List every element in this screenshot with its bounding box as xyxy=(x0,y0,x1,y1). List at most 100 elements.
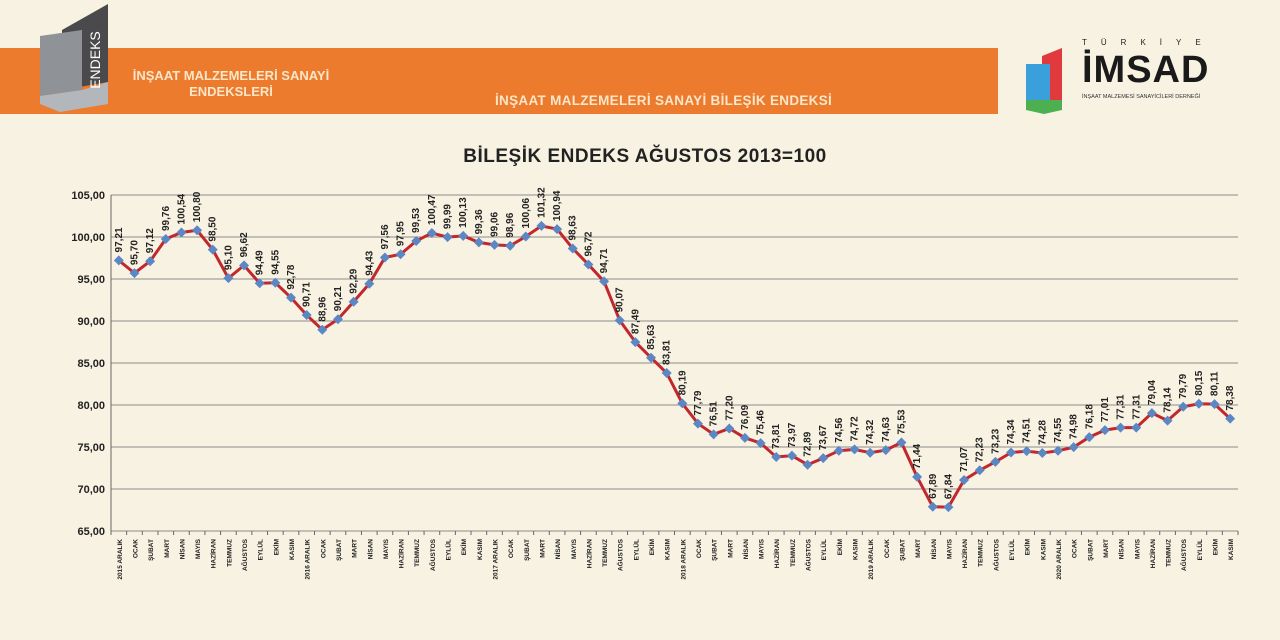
imsad-logo-mark xyxy=(1026,48,1062,114)
y-tick-label: 70,00 xyxy=(77,484,105,496)
data-label: 74,56 xyxy=(834,417,845,442)
data-point xyxy=(1115,422,1126,433)
data-label: 100,54 xyxy=(176,193,187,224)
data-point xyxy=(1131,422,1142,433)
data-label: 99,53 xyxy=(411,207,422,232)
x-tick-label: EKİM xyxy=(1212,539,1220,555)
data-label: 80,11 xyxy=(1210,371,1221,396)
data-point xyxy=(943,502,954,513)
data-label: 71,07 xyxy=(959,447,970,472)
x-tick-label: AĞUSTOS xyxy=(804,538,813,571)
data-label: 96,72 xyxy=(583,231,594,256)
y-tick-label: 90,00 xyxy=(77,316,105,328)
data-point xyxy=(505,240,516,251)
data-point xyxy=(192,225,203,236)
data-label: 88,96 xyxy=(317,296,328,321)
data-label: 90,21 xyxy=(333,286,344,311)
data-label: 80,19 xyxy=(677,370,688,395)
data-point xyxy=(1225,413,1236,424)
data-label: 76,51 xyxy=(709,401,720,426)
data-label: 73,97 xyxy=(787,422,798,447)
data-point xyxy=(880,445,891,456)
data-point xyxy=(411,235,422,246)
data-point xyxy=(1099,425,1110,436)
x-tick-label: HAZİRAN xyxy=(961,539,969,569)
imsad-logo-caption: İNŞAAT MALZEMESİ SANAYİCİLERİ DERNEĞİ xyxy=(1082,94,1201,100)
x-tick-label: EKİM xyxy=(460,539,468,555)
x-tick-label: EKİM xyxy=(1024,539,1032,555)
data-label: 67,89 xyxy=(928,473,939,498)
data-point xyxy=(865,447,876,458)
chart-title: BİLEŞİK ENDEKS AĞUSTOS 2013=100 xyxy=(463,146,827,167)
data-point xyxy=(959,475,970,486)
x-tick-label: OCAK xyxy=(320,539,327,558)
data-label: 77,31 xyxy=(1131,394,1142,419)
x-tick-label: KASIM xyxy=(1040,539,1047,560)
data-point xyxy=(661,367,672,378)
data-point xyxy=(567,243,578,254)
data-point xyxy=(286,292,297,303)
data-point xyxy=(724,423,735,434)
data-label: 90,71 xyxy=(302,282,313,307)
data-point xyxy=(786,450,797,461)
x-tick-label: KASIM xyxy=(665,539,672,560)
banner-subtitle: İNŞAAT MALZEMELERİ SANAYİ BİLEŞİK ENDEKS… xyxy=(495,93,833,108)
data-label: 74,98 xyxy=(1069,414,1080,439)
y-tick-label: 80,00 xyxy=(77,400,105,412)
data-point xyxy=(630,337,641,348)
data-point xyxy=(1006,447,1017,458)
data-label: 96,62 xyxy=(239,232,250,257)
x-tick-label: NİSAN xyxy=(554,539,562,560)
data-label: 85,63 xyxy=(646,324,657,349)
endeks-logo: ENDEKS xyxy=(40,4,108,112)
x-tick-label: MAYIS xyxy=(195,538,202,559)
x-tick-label: NİSAN xyxy=(366,539,374,560)
data-label: 95,70 xyxy=(129,240,140,265)
x-tick-label: TEMMUZ xyxy=(602,539,609,567)
data-point xyxy=(990,456,1001,467)
data-point xyxy=(1037,448,1048,459)
x-tick-label: NİSAN xyxy=(930,539,938,560)
data-point xyxy=(254,278,265,289)
data-label: 87,49 xyxy=(630,309,641,334)
data-point xyxy=(1209,399,1220,410)
x-tick-label: EYLÜL xyxy=(256,539,265,560)
x-tick-label: 2017 ARALIK xyxy=(492,539,499,580)
data-label: 95,10 xyxy=(223,245,234,270)
endeks-logo-text: ENDEKS xyxy=(87,31,103,89)
x-tick-label: EKİM xyxy=(836,539,844,555)
data-label: 77,79 xyxy=(693,390,704,415)
x-tick-label: 2018 ARALIK xyxy=(680,539,687,580)
data-point xyxy=(1021,446,1032,457)
x-tick-label: MART xyxy=(915,539,922,558)
data-label: 67,84 xyxy=(943,474,954,499)
data-point xyxy=(489,239,500,250)
data-point xyxy=(395,249,406,260)
data-label: 76,18 xyxy=(1084,404,1095,429)
x-tick-label: EYLÜL xyxy=(631,539,640,560)
data-point xyxy=(677,398,688,409)
data-label: 76,09 xyxy=(740,404,751,429)
x-tick-label: MART xyxy=(1103,539,1110,558)
data-point xyxy=(1178,401,1189,412)
x-tick-label: TEMMUZ xyxy=(1166,539,1173,567)
x-tick-label: EYLÜL xyxy=(1007,539,1016,560)
data-label: 73,23 xyxy=(990,428,1001,453)
x-tick-label: ŞUBAT xyxy=(899,539,906,561)
data-label: 94,71 xyxy=(599,248,610,273)
data-point xyxy=(583,259,594,270)
y-tick-label: 95,00 xyxy=(77,274,105,286)
x-tick-label: NİSAN xyxy=(742,539,750,560)
data-label: 78,38 xyxy=(1225,385,1236,410)
data-point xyxy=(974,465,985,476)
x-tick-label: KASIM xyxy=(1228,539,1235,560)
x-tick-label: HAZİRAN xyxy=(585,539,593,569)
data-label: 98,50 xyxy=(208,216,219,241)
data-point xyxy=(332,314,343,325)
data-label: 74,55 xyxy=(1053,417,1064,442)
data-point xyxy=(692,418,703,429)
x-tick-label: MART xyxy=(164,539,171,558)
data-label: 100,47 xyxy=(427,194,438,225)
data-point xyxy=(145,256,156,267)
data-point xyxy=(473,237,484,248)
